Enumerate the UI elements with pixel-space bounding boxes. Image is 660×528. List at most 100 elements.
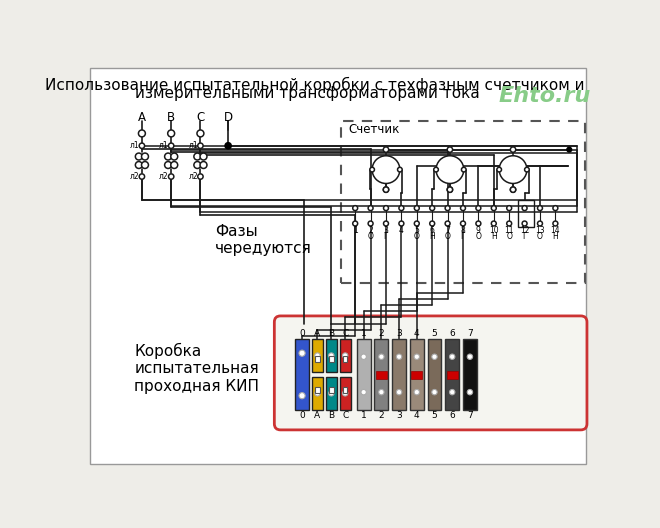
Text: Г: Г [461, 232, 465, 241]
Circle shape [449, 354, 455, 360]
Circle shape [445, 221, 450, 226]
Text: измерительными трансформаторами тока: измерительными трансформаторами тока [135, 87, 480, 101]
Circle shape [507, 205, 512, 211]
Text: 4: 4 [414, 329, 420, 338]
Circle shape [434, 167, 438, 172]
Circle shape [510, 187, 515, 192]
Text: л2: л2 [159, 172, 169, 181]
Circle shape [467, 390, 473, 395]
Circle shape [361, 390, 366, 395]
Bar [374, 339, 388, 410]
Text: B: B [328, 329, 335, 338]
Circle shape [497, 167, 502, 172]
Text: 11: 11 [504, 226, 514, 235]
Text: л1: л1 [189, 142, 198, 150]
Circle shape [368, 221, 373, 226]
Text: D: D [224, 111, 233, 124]
Text: 5: 5 [414, 226, 419, 235]
Circle shape [299, 393, 305, 399]
Circle shape [315, 353, 320, 359]
Text: Коробка
испытательная
проходная КИП: Коробка испытательная проходная КИП [134, 343, 259, 394]
Circle shape [553, 221, 558, 226]
Circle shape [379, 390, 384, 395]
Text: 8: 8 [461, 226, 465, 235]
Text: 3: 3 [383, 226, 389, 235]
FancyBboxPatch shape [275, 316, 587, 430]
Text: Г: Г [383, 232, 388, 241]
Text: О: О [414, 232, 420, 241]
Circle shape [383, 187, 389, 192]
Text: 1: 1 [353, 226, 358, 235]
Circle shape [379, 354, 384, 360]
Circle shape [383, 187, 389, 192]
Circle shape [414, 205, 419, 211]
Circle shape [200, 162, 207, 168]
Circle shape [491, 205, 496, 211]
Bar [446, 339, 459, 410]
Bar [312, 377, 323, 410]
Bar [341, 121, 585, 283]
Circle shape [139, 174, 145, 179]
Circle shape [198, 174, 203, 179]
Circle shape [383, 147, 389, 152]
Circle shape [383, 221, 389, 226]
Circle shape [397, 354, 402, 360]
Circle shape [467, 354, 473, 360]
Text: Счетчик: Счетчик [348, 122, 400, 136]
Circle shape [361, 354, 366, 360]
Circle shape [461, 205, 465, 211]
Circle shape [476, 221, 481, 226]
Bar [343, 387, 347, 393]
Circle shape [370, 167, 374, 172]
Circle shape [352, 205, 358, 211]
Text: 0: 0 [299, 411, 305, 420]
Circle shape [200, 153, 207, 160]
Circle shape [383, 205, 389, 211]
Circle shape [522, 221, 527, 226]
Text: 7: 7 [445, 226, 450, 235]
Text: О: О [537, 232, 543, 241]
Text: 3: 3 [396, 329, 402, 338]
Text: 6: 6 [430, 226, 435, 235]
Text: B: B [167, 111, 175, 124]
Circle shape [329, 391, 334, 396]
Text: Ehto.ru: Ehto.ru [498, 87, 591, 107]
Circle shape [141, 162, 149, 168]
Text: Фазы
чередуются: Фазы чередуются [215, 223, 312, 256]
Text: О: О [506, 232, 512, 241]
Bar [315, 387, 319, 393]
Text: C: C [196, 111, 205, 124]
Text: 6: 6 [449, 411, 455, 420]
Bar [392, 339, 406, 410]
Circle shape [399, 205, 404, 211]
Text: Г: Г [522, 232, 527, 241]
Bar [376, 371, 387, 379]
Text: A: A [314, 411, 321, 420]
Bar [329, 356, 333, 362]
Circle shape [329, 353, 334, 359]
Circle shape [315, 391, 320, 396]
Circle shape [194, 162, 201, 168]
Circle shape [432, 390, 437, 395]
Text: л2: л2 [130, 172, 139, 181]
Text: C: C [342, 411, 348, 420]
Circle shape [299, 350, 305, 356]
Circle shape [397, 390, 402, 395]
Bar [329, 387, 333, 393]
Bar [447, 371, 457, 379]
Text: 1: 1 [361, 329, 366, 338]
Bar [312, 339, 323, 372]
Circle shape [197, 130, 204, 137]
Text: 1: 1 [361, 411, 366, 420]
Text: 12: 12 [520, 226, 529, 235]
Text: 14: 14 [550, 226, 560, 235]
Circle shape [510, 147, 515, 152]
Circle shape [343, 391, 348, 396]
Bar [411, 371, 422, 379]
Text: Н: Н [429, 232, 435, 241]
Circle shape [414, 390, 420, 395]
Text: 4: 4 [414, 411, 420, 420]
Circle shape [525, 167, 529, 172]
Bar [428, 339, 442, 410]
Circle shape [432, 354, 437, 360]
